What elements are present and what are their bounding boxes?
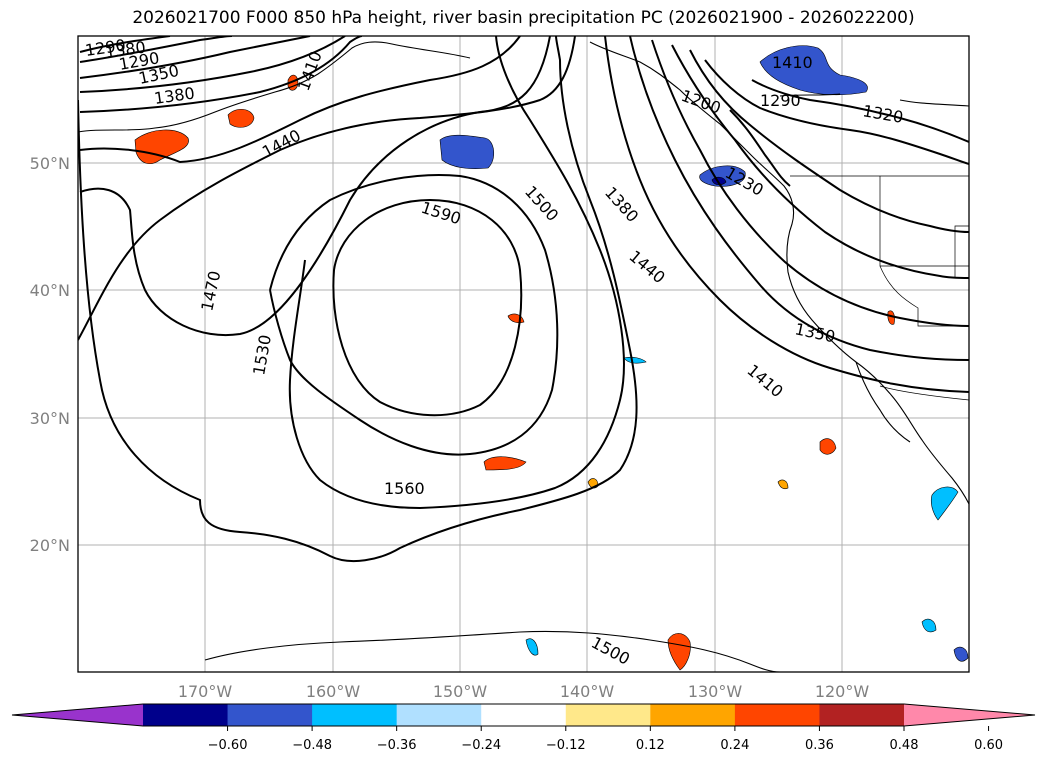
contour-1290b — [704, 59, 969, 165]
contour-label: 1560 — [384, 479, 425, 498]
contour-1380b — [651, 39, 969, 327]
lon-tick-label: 130°W — [688, 682, 743, 701]
coastlines — [78, 41, 969, 672]
colorbar-tick-label: −0.36 — [377, 738, 417, 753]
colorbar-segment — [481, 704, 567, 726]
colorbar-tick-label: 0.60 — [974, 738, 1003, 753]
contour-label: 1290 — [84, 35, 127, 59]
colorbar-segment — [143, 704, 229, 726]
lat-tick-label: 40°N — [30, 281, 70, 300]
precipitation-patches — [134, 45, 969, 671]
contour-1290 — [79, 36, 171, 53]
contour-1320 — [689, 49, 969, 233]
coastline-bc — [589, 41, 969, 505]
lon-tick-label: 120°W — [815, 682, 870, 701]
chart-title: 2026021700 F000 850 hPa height, river ba… — [132, 8, 915, 28]
precip-patch-baja — [819, 438, 837, 455]
contour-1530 — [269, 174, 559, 456]
colorbar-segment — [396, 704, 482, 726]
precip-patch-south — [667, 633, 691, 671]
colorbar-segment — [312, 704, 398, 726]
colorbar-segment — [565, 704, 651, 726]
contour-1350b — [671, 44, 969, 279]
contour-1410 — [79, 36, 363, 113]
precip-patch-mexico — [930, 486, 959, 521]
lon-tick-label: 160°W — [306, 682, 361, 701]
colorbar-tick-label: 0.12 — [636, 738, 665, 753]
contour-1380 — [79, 36, 346, 93]
lat-tick-label: 30°N — [30, 409, 70, 428]
contour-1350 — [79, 36, 311, 79]
precip-patch-aleutian — [134, 129, 189, 165]
colorbar-segment — [227, 704, 313, 726]
map-gridlines — [78, 36, 969, 672]
contour-1590 — [332, 198, 523, 417]
colorbar-extend-max — [904, 704, 1035, 726]
contour-label: 1290 — [760, 91, 801, 110]
colorbar-segment — [819, 704, 905, 726]
contour-1410b — [629, 36, 969, 361]
contour-label: 1410 — [772, 53, 813, 72]
colorbar-tick-label: 0.48 — [890, 738, 919, 753]
height-contours — [78, 36, 969, 563]
precip-patch-alaska — [227, 109, 255, 128]
colorbar-tick-label: −0.24 — [461, 738, 501, 753]
lat-tick-labels: 50°N 40°N 30°N 20°N — [30, 154, 70, 555]
colorbar-tick-label: −0.12 — [546, 738, 586, 753]
precip-patch-bc-north — [759, 45, 868, 96]
contour-1500-south — [78, 36, 638, 563]
colorbar-extend-min — [12, 704, 143, 726]
coastline-alaska — [78, 41, 471, 133]
colorbar-segment — [734, 704, 820, 726]
contour-1440 — [79, 36, 521, 164]
contour-1230 — [729, 109, 791, 187]
colorbar-tick-label: 0.24 — [720, 738, 749, 753]
colorbar-tick-label: −0.48 — [292, 738, 332, 753]
lon-tick-labels: 170°W 160°W 150°W 140°W 130°W 120°W — [178, 682, 870, 701]
colorbar-outline — [11, 703, 1036, 727]
contour-1440b — [604, 36, 969, 393]
precip-patch-gulf — [439, 134, 494, 170]
map-plot-area — [78, 36, 969, 672]
contour-1500 — [78, 36, 576, 341]
lon-tick-label: 150°W — [433, 682, 488, 701]
lon-tick-label: 140°W — [560, 682, 615, 701]
lat-tick-label: 50°N — [30, 154, 70, 173]
map-frame — [77, 35, 970, 673]
lon-tick-label: 170°W — [178, 682, 233, 701]
contour-1560 — [288, 36, 625, 510]
colorbar-tick-label: 0.36 — [805, 738, 834, 753]
precip-patch-central — [483, 456, 527, 471]
colorbar-tick-label: −0.60 — [208, 738, 248, 753]
colorbar-segment — [650, 704, 736, 726]
lat-tick-label: 20°N — [30, 536, 70, 555]
colorbar: −0.60 −0.48 −0.36 −0.24 −0.12 0.12 0.24 0.36 0.4… — [11, 703, 1036, 753]
